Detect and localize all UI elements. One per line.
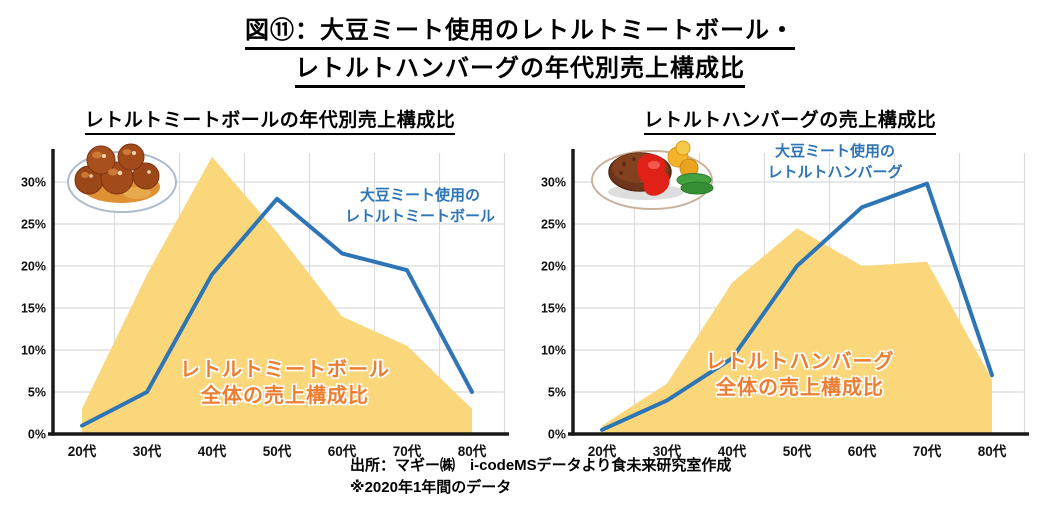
x-tick-label: 80代 — [458, 443, 487, 459]
x-tick-label: 20代 — [588, 443, 617, 459]
y-tick-label: 0% — [28, 428, 46, 442]
y-tick-label: 20% — [21, 260, 46, 274]
data-period-note: ※2020年1年間のデータ — [350, 479, 512, 496]
meatball-chart-title-text: レトルトミートボールの年代別売上構成比 — [84, 105, 456, 135]
x-tick-label: 30代 — [133, 443, 162, 459]
y-tick-label: 30% — [541, 176, 566, 190]
y-tick-label: 0% — [548, 428, 566, 442]
soy-hamburg-line-label: 大豆ミート使用の レトルトハンバーグ — [767, 143, 903, 181]
y-tick-label: 10% — [541, 344, 566, 358]
y-tick-label: 15% — [21, 302, 46, 316]
x-tick-label: 50代 — [783, 443, 812, 459]
y-tick-label: 25% — [541, 218, 566, 232]
hamburg-steak-plate-icon — [591, 140, 714, 210]
area-series — [82, 156, 472, 435]
x-tick-label: 20代 — [68, 443, 97, 459]
x-tick-label: 70代 — [913, 443, 942, 459]
meatballs-plate-icon — [67, 143, 177, 213]
overall-hamburg-area-label: レトルトハンバーグ 全体の売上構成比 — [705, 351, 895, 399]
source-note: 出所：マギー㈱ i-codeMSデータより食未来研究室作成 ※2020年1年間の… — [350, 455, 731, 499]
x-tick-label: 30代 — [653, 443, 682, 459]
main-title-line1: 図⑪：大豆ミート使用のレトルトミートボール・ — [245, 16, 795, 50]
y-tick-label: 15% — [541, 302, 566, 316]
meatball-chart-title: レトルトミートボールの年代別売上構成比 — [20, 105, 520, 135]
hamburg-chart-plot: 0% 5% 10% 15% 20% 25% 30% 20代 30代 40代 50代 60代 70代 80代 — [541, 149, 1029, 459]
meatball-chart: レトルトミートボールの年代別売上構成比 0% 5% 10% 15% 20% 25% 30% 2… — [20, 103, 520, 473]
main-title-line2: レトルトハンバーグの年代別売上構成比 — [295, 54, 745, 88]
overall-meatball-area-label: レトルトミートボール 全体の売上構成比 — [180, 359, 390, 407]
meatball-chart-plot: 0% 5% 10% 15% 20% 25% 30% 20代 30代 40代 50代 60代 70代 80代 — [21, 149, 509, 459]
x-tick-label: 60代 — [328, 443, 357, 459]
x-tick-label: 50代 — [263, 443, 292, 459]
line-series — [80, 196, 474, 428]
x-tick-label: 80代 — [978, 443, 1007, 459]
y-tick-label: 30% — [21, 176, 46, 190]
hamburg-chart: レトルトハンバーグの売上構成比 0% 5% 10% 15% 20% 25% 30% 20代 30… — [540, 103, 1040, 473]
main-title: 図⑪：大豆ミート使用のレトルトミートボール・ レトルトハンバーグの年代別売上構成… — [0, 12, 1040, 88]
y-tick-label: 20% — [541, 260, 566, 274]
source-line: 出所：マギー㈱ i-codeMSデータより食未来研究室作成 — [350, 457, 732, 474]
x-tick-label: 40代 — [718, 443, 747, 459]
y-tick-label: 5% — [548, 386, 566, 400]
y-tick-label: 5% — [28, 386, 46, 400]
x-tick-label: 70代 — [393, 443, 422, 459]
y-tick-label: 10% — [21, 344, 46, 358]
x-tick-label: 60代 — [848, 443, 877, 459]
y-tick-label: 25% — [21, 218, 46, 232]
x-tick-label: 40代 — [198, 443, 227, 459]
soy-meatball-line-label: 大豆ミート使用の レトルトミートボール — [344, 187, 495, 225]
hamburg-chart-title-text: レトルトハンバーグの売上構成比 — [643, 105, 937, 135]
hamburg-chart-title: レトルトハンバーグの売上構成比 — [540, 105, 1040, 135]
area-series — [602, 228, 992, 434]
line-series — [600, 181, 994, 432]
